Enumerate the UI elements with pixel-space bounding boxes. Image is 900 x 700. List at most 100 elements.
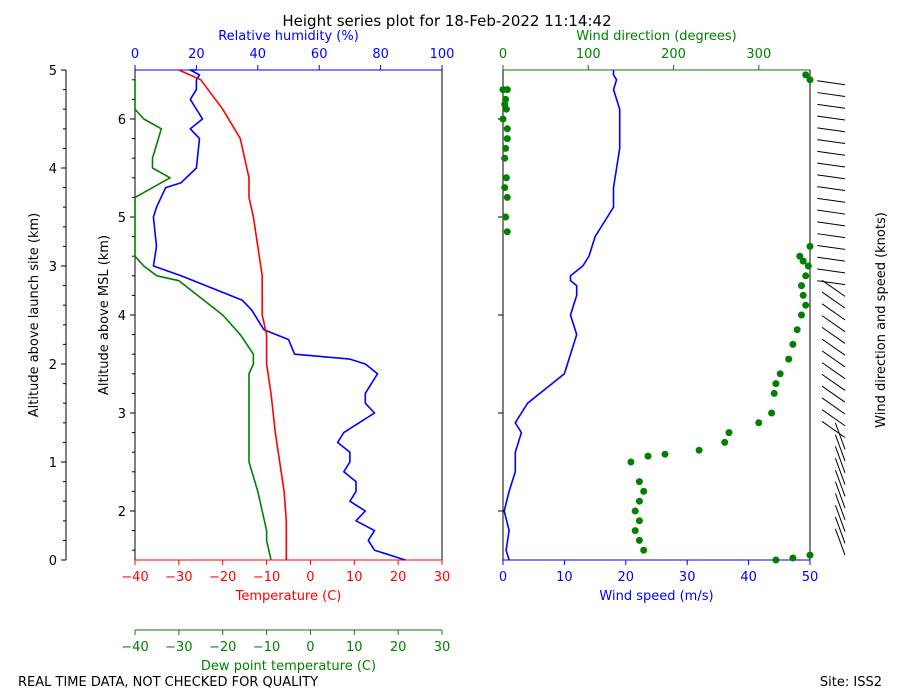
wind-dir-tick-label: 0 [499,47,507,62]
temperature-axis-label: Temperature (C) [235,589,342,604]
wind-barb [821,291,846,309]
wind-dir-point [501,154,509,162]
agl-tick-label: 5 [49,64,57,79]
wind-dir-point [798,282,805,290]
rh-tick-label: 20 [188,47,205,62]
wind-dir-tick-label: 200 [661,47,686,62]
temperature-tick-label: −10 [253,570,280,585]
dewpoint-tick-label: −20 [209,640,236,655]
dewpoint-tick-label: 0 [306,640,314,655]
wind-speed-line [503,70,621,561]
wind-barb [834,446,846,473]
wind-dir-point [799,257,807,265]
dewpoint-tick-label: 10 [346,640,363,655]
dewpoint-axis-label: Dew point temperature (C) [201,659,376,674]
rh-tick-label: 40 [250,47,267,62]
wind-dir-point [772,380,780,388]
rh-tick-label: 100 [430,47,455,62]
wind-panel-frame [502,69,811,561]
agl-tick-label: 4 [49,162,57,177]
wind-dir-point [503,125,511,133]
wind-dir-point [502,174,510,182]
temperature-tick-label: −20 [209,570,236,585]
wind-dir-tick-label: 100 [576,47,601,62]
wind-barb [821,362,846,380]
wind-dir-point [789,554,797,562]
wind-barb [821,385,846,403]
wind-dir-point [635,517,643,525]
wind-dir-point [502,105,510,113]
wind-barb [834,469,846,497]
wind-dir-point [802,301,810,309]
wind-barb [817,280,846,286]
wind-speed-tick-label: 10 [556,570,573,585]
rh-tick-label: 80 [372,47,389,62]
wind-dir-point [635,478,643,486]
thermo-panel-frame [134,69,443,561]
rh-line [152,69,406,561]
wind-barb-axis-label: Wind direction and speed (knots) [874,212,889,428]
wind-dir-point [789,340,797,348]
wind-barb [821,409,846,427]
wind-dir-point [640,487,648,495]
wind-dir-point [499,86,507,94]
wind-dir-point [793,326,801,334]
wind-dir-point [644,452,652,460]
wind-dir-point [806,242,814,250]
wind-barb [834,516,846,544]
dewpoint-tick-label: 20 [390,640,407,655]
dewpoint-tick-label: −40 [121,640,148,655]
msl-tick-label: 5 [118,211,126,226]
rh-tick-label: 0 [131,47,139,62]
wind-speed-tick-label: 50 [802,570,819,585]
wind-barb [821,421,846,438]
temperature-tick-label: 30 [434,570,451,585]
temperature-tick-label: 0 [306,570,314,585]
wind-dir-point [499,115,507,123]
wind-barb [821,326,846,344]
agl-tick-label: 0 [49,554,57,569]
wind-dir-point [802,71,810,79]
wind-dir-point [502,144,510,152]
agl-tick-label: 3 [49,260,57,275]
wind-barb [834,493,846,520]
wind-barb [817,197,846,203]
wind-barb [817,174,846,180]
wind-dir-point [806,76,814,84]
dewpoint-tick-label: −10 [253,640,280,655]
wind-barb [817,221,846,227]
wind-dir-tick-label: 300 [746,47,771,62]
dewpoint-line [134,79,272,561]
msl-tick-label: 4 [118,309,126,324]
wind-dir-point [635,497,643,505]
wind-dir-point [806,551,814,559]
wind-dir-point [725,429,733,437]
wind-barb [817,209,846,215]
wind-barb [834,422,846,450]
wind-barb [821,303,846,321]
wind-barb [817,244,846,250]
wind-barb [817,233,846,239]
wind-dir-point [501,184,509,192]
msl-tick-label: 2 [118,505,126,520]
wind-dir-point [802,272,810,280]
wind-speed-tick-label: 40 [740,570,757,585]
wind-barb [821,397,846,415]
wind-speed-tick-label: 20 [618,570,635,585]
wind-barb [834,505,846,532]
wind-dir-point [627,458,635,466]
agl-tick-label: 2 [49,358,57,373]
wind-dir-point [631,527,639,535]
wind-barb [817,103,846,109]
dewpoint-tick-label: −30 [165,640,192,655]
wind-barb [817,150,846,156]
wind-barb [817,162,846,168]
temperature-line [178,69,288,560]
wind-dir-point [640,546,648,554]
temperature-tick-label: −30 [165,570,192,585]
wind-dir-point [768,409,776,417]
wind-dir-point [798,311,805,319]
wind-dir-point [776,370,784,378]
wind-dir-point [755,419,763,427]
